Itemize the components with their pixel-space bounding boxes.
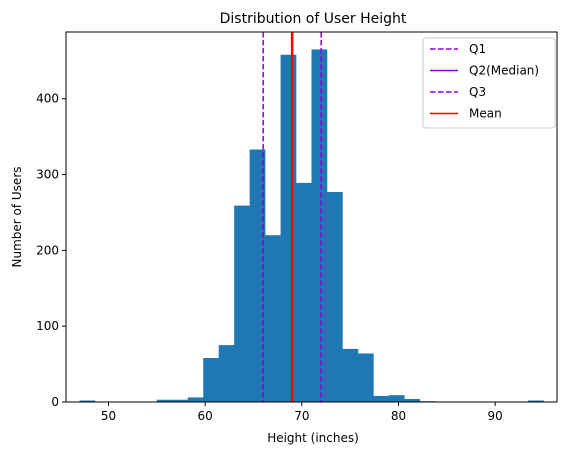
histogram-bar: [265, 235, 281, 402]
histogram-bar: [218, 345, 235, 402]
y-tick-label: 400: [36, 92, 59, 106]
histogram-bar: [311, 49, 328, 402]
x-tick-label: 50: [101, 409, 116, 423]
legend-box: [422, 37, 556, 129]
histogram-bar: [234, 205, 250, 402]
x-tick-label: 60: [198, 409, 213, 423]
y-tick-label: 0: [51, 395, 59, 409]
histogram-bar: [296, 182, 312, 402]
y-tick-label: 300: [36, 168, 59, 182]
histogram-bar: [404, 398, 421, 402]
histogram-bar: [528, 400, 544, 402]
histogram-bar: [156, 399, 173, 402]
histogram-bar: [187, 397, 204, 402]
histogram-bar: [357, 353, 374, 402]
x-axis-ticks: 50 60 70 80 90: [101, 402, 503, 423]
y-axis-label: Number of Users: [10, 166, 24, 267]
y-tick-label: 100: [36, 319, 59, 333]
x-tick-label: 70: [294, 409, 309, 423]
y-tick-label: 200: [36, 243, 59, 257]
histogram-bar: [342, 348, 359, 402]
histogram-bar: [280, 54, 297, 402]
histogram-bar: [79, 400, 96, 402]
histogram-bar: [373, 395, 390, 402]
legend-label: Q3: [469, 85, 486, 99]
x-axis-label: Height (inches): [267, 431, 359, 445]
histogram-bar: [249, 149, 266, 402]
y-axis-ticks: 0 100 200 300 400: [36, 92, 66, 409]
histogram-bar: [203, 358, 220, 402]
plot-frame: [65, 31, 558, 403]
legend-label: Mean: [469, 107, 502, 121]
chart-title: Distribution of User Height: [220, 11, 407, 27]
histogram-bar: [172, 399, 189, 402]
legend-label: Q1: [469, 42, 486, 56]
x-tick-label: 90: [488, 409, 503, 423]
histogram-bar: [388, 395, 405, 402]
reference-lines: [262, 32, 322, 402]
legend-label: Q2(Median): [469, 64, 539, 78]
x-tick-label: 80: [391, 409, 406, 423]
histogram-bar: [326, 191, 343, 402]
legend: Q1 Q2(Median) Q3 Mean: [422, 37, 556, 129]
